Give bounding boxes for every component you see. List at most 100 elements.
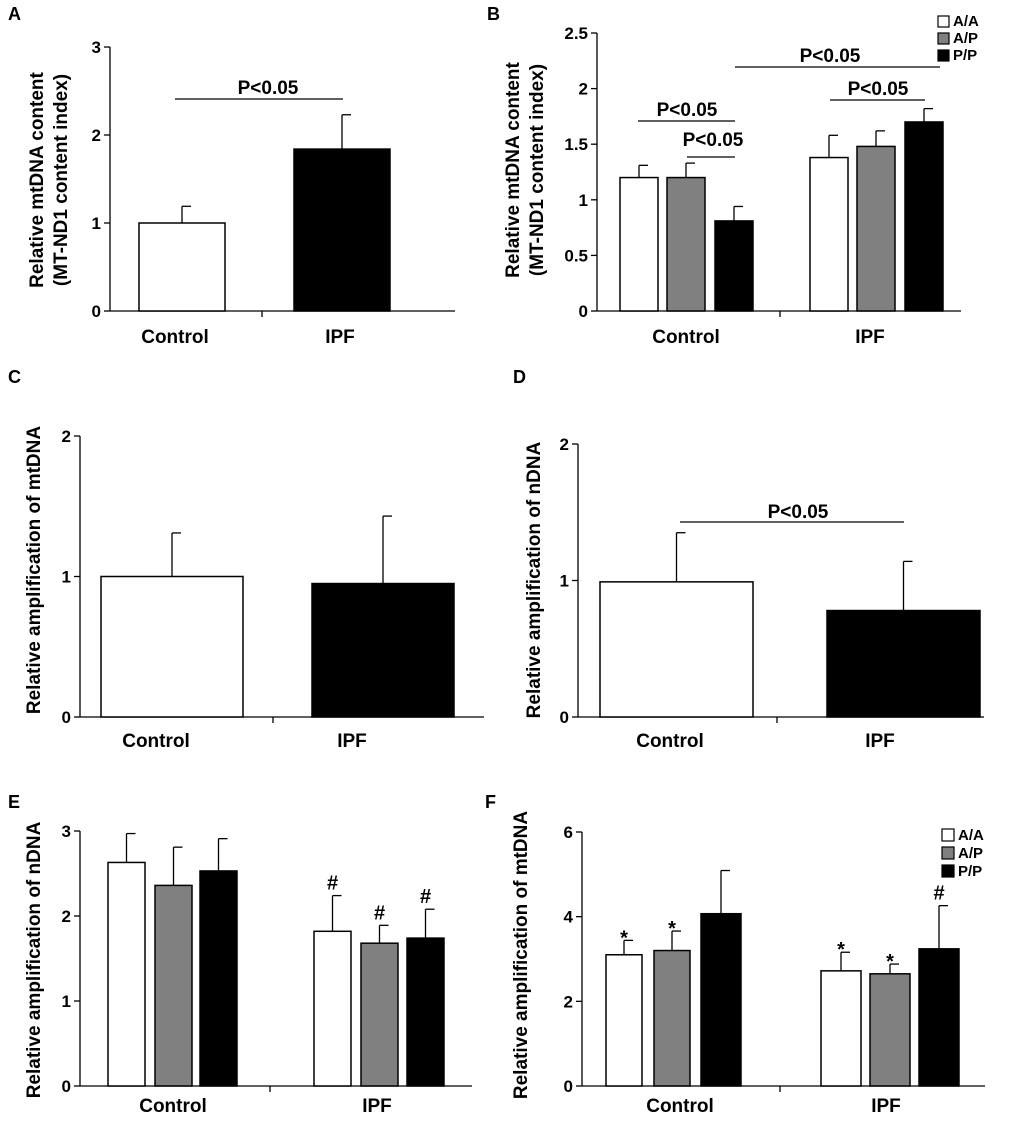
significance-label: P<0.05 [683, 130, 744, 151]
x-category-label: Control [636, 731, 704, 752]
bar [714, 220, 754, 312]
x-category-label: Control [122, 731, 190, 752]
y-tick-label: 2 [579, 80, 588, 99]
y-axis-label: Relative amplification of nDNA [24, 821, 45, 1098]
bar [826, 609, 981, 718]
bar [360, 942, 399, 1087]
panel-c: C 0 1 2 Relative amplification of mtDNA Contr… [8, 367, 484, 752]
y-tick-label: 0 [92, 302, 101, 321]
y-tick-label: 2 [560, 435, 569, 454]
x-category-label: IPF [855, 327, 885, 348]
bar [100, 575, 244, 718]
legend-swatch [941, 828, 955, 842]
bar [406, 937, 445, 1087]
legend-label: A/P [958, 845, 983, 862]
y-tick-label: 1 [92, 214, 101, 233]
y-axis-label: Relative mtDNA content [503, 61, 524, 277]
legend-label: A/A [958, 827, 984, 844]
y-axis-label: Relative amplification of mtDNA [511, 811, 532, 1099]
legend-swatch [937, 32, 950, 45]
y-tick-label: 6 [564, 823, 573, 842]
legend-swatch [941, 846, 955, 860]
x-category-label: IPF [871, 1096, 901, 1117]
y-tick-label: 3 [92, 38, 101, 57]
x-category-label: Control [646, 1096, 714, 1117]
bar [107, 861, 146, 1087]
y-axis-label: Relative amplification of nDNA [524, 441, 545, 718]
panel-f: F 0 2 4 6 Relative amplification of mtDNA Cont… [485, 792, 985, 1117]
bar [904, 121, 944, 312]
significance-mark: * [837, 939, 845, 961]
panel-label: B [487, 4, 500, 24]
significance-mark: # [420, 886, 431, 908]
bar [605, 954, 643, 1087]
bar [918, 948, 960, 1087]
y-tick-label: 3 [62, 822, 71, 841]
significance-mark: # [374, 902, 385, 924]
significance-mark: * [886, 951, 894, 973]
panel-a: A 0 1 2 3 Relative mtDNA content (MT-ND1 conte… [8, 4, 455, 348]
y-tick-label: 2 [62, 427, 71, 446]
x-category-label: Control [139, 1096, 207, 1117]
bar [293, 148, 391, 312]
y-tick-label: 1 [62, 568, 71, 587]
panel-d: D 0 1 2 Relative amplification of nDNA Contro… [513, 367, 984, 752]
y-tick-label: 2.5 [564, 24, 588, 43]
panel-label: E [8, 792, 20, 812]
legend-swatch [937, 15, 950, 28]
bar [599, 581, 754, 718]
x-category-label: Control [141, 327, 209, 348]
significance-label: P<0.05 [238, 78, 299, 99]
significance-label: P<0.05 [657, 100, 718, 121]
significance-mark: # [933, 883, 944, 905]
x-category-label: IPF [865, 731, 895, 752]
legend-label: P/P [958, 863, 982, 880]
y-axis-label: Relative amplification of mtDNA [24, 426, 45, 714]
bar [666, 176, 706, 312]
legend-label: P/P [953, 47, 977, 64]
legend-swatch [937, 49, 950, 62]
y-tick-label: 0 [62, 708, 71, 727]
legend: A/AA/PP/P [937, 13, 979, 64]
bar [313, 930, 352, 1087]
y-tick-label: 2 [62, 907, 71, 926]
panel-label: C [8, 367, 21, 387]
y-tick-label: 2 [564, 992, 573, 1011]
bar [820, 970, 862, 1087]
y-tick-label: 4 [564, 908, 574, 927]
y-axis-label: Relative mtDNA content [27, 71, 48, 287]
y-tick-label: 1 [62, 992, 71, 1011]
significance-mark: * [620, 927, 628, 949]
bar [653, 949, 691, 1087]
significance-mark: * [668, 918, 676, 940]
bar [138, 222, 226, 312]
legend-label: A/P [953, 30, 978, 47]
legend-label: A/A [953, 13, 979, 30]
legend-swatch [941, 864, 955, 878]
y-tick-label: 2 [92, 126, 101, 145]
panel-label: F [485, 792, 496, 812]
bar [700, 912, 742, 1087]
bar [311, 582, 455, 718]
y-tick-label: 0 [62, 1077, 71, 1096]
y-tick-label: 0 [564, 1077, 573, 1096]
y-tick-label: 0.5 [564, 246, 588, 265]
y-axis-label-line2: (MT-ND1 content index) [51, 74, 72, 286]
bar [619, 176, 659, 312]
x-category-label: IPF [337, 731, 367, 752]
y-tick-label: 1.5 [564, 135, 588, 154]
y-axis-label-line2: (MT-ND1 content index) [527, 64, 548, 276]
significance-label: P<0.05 [800, 46, 861, 67]
x-category-label: IPF [362, 1096, 392, 1117]
bar [154, 884, 193, 1087]
significance-label: P<0.05 [768, 502, 829, 523]
panel-label: A [8, 4, 21, 24]
y-tick-label: 1 [579, 191, 588, 210]
y-tick-label: 0 [560, 708, 569, 727]
panel-e: E 0 1 2 3 Relative amplification of nDNA Contr… [8, 792, 472, 1117]
y-tick-label: 1 [560, 572, 569, 591]
bar [869, 973, 911, 1087]
x-category-label: Control [652, 327, 720, 348]
bar [199, 870, 238, 1087]
